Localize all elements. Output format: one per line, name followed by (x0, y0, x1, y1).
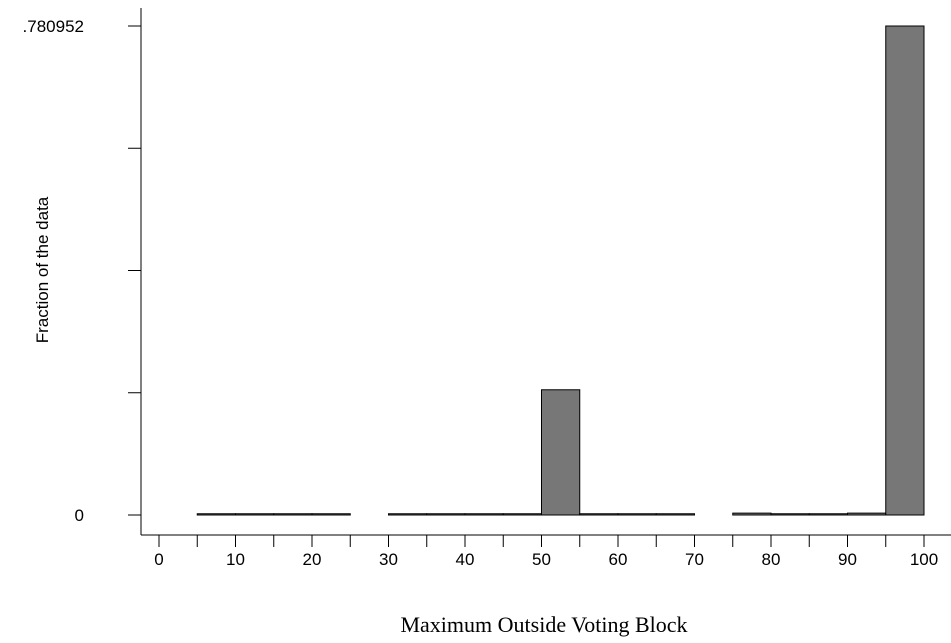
bar (847, 512, 887, 516)
y-tick-label: 0 (75, 506, 84, 525)
x-ticks-group: 0 10 20 30 40 50 60 70 80 90 100 (154, 535, 938, 569)
bar (311, 513, 351, 516)
bar (464, 513, 504, 516)
bar (273, 513, 313, 516)
bar (541, 389, 581, 516)
x-tick-label: 80 (762, 550, 781, 569)
bar (388, 513, 428, 516)
bar (885, 25, 925, 516)
x-tick-label: 0 (154, 550, 163, 569)
x-tick-label: 70 (685, 550, 704, 569)
bar (235, 513, 275, 516)
bar (502, 513, 542, 516)
x-tick-label: 60 (609, 550, 628, 569)
x-tick-label: 100 (910, 550, 938, 569)
bar (770, 513, 810, 516)
x-axis-title: Maximum Outside Voting Block (400, 612, 687, 637)
bar (808, 513, 848, 516)
y-axis-title: Fraction of the data (33, 196, 52, 343)
x-tick-label: 90 (838, 550, 857, 569)
bar (732, 512, 772, 516)
bars-group (196, 25, 925, 516)
bar (617, 513, 657, 516)
x-tick-label: 10 (226, 550, 245, 569)
x-tick-label: 40 (456, 550, 475, 569)
y-tick-label: .780952 (23, 17, 84, 36)
x-tick-label: 50 (532, 550, 551, 569)
y-ticks-group: .780952 0 (23, 17, 141, 525)
bar (655, 513, 695, 516)
bar (579, 513, 619, 516)
bar (426, 513, 466, 516)
x-tick-label: 20 (303, 550, 322, 569)
bar (196, 513, 236, 516)
x-tick-label: 30 (379, 550, 398, 569)
